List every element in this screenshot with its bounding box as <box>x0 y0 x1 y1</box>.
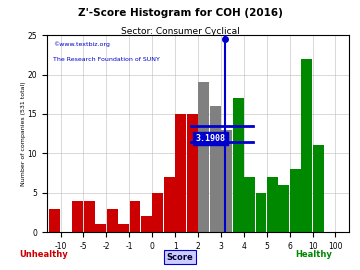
Bar <box>290 169 301 232</box>
Bar <box>152 193 163 232</box>
Bar <box>244 177 255 232</box>
Bar <box>313 146 324 232</box>
Bar <box>221 130 232 232</box>
Text: ©www.textbiz.org: ©www.textbiz.org <box>53 41 110 47</box>
Bar <box>164 177 175 232</box>
Text: 3.1908: 3.1908 <box>195 134 225 143</box>
Text: Sector: Consumer Cyclical: Sector: Consumer Cyclical <box>121 27 239 36</box>
Bar <box>301 59 312 232</box>
Bar <box>118 224 129 232</box>
Bar <box>198 82 209 232</box>
Bar <box>210 106 221 232</box>
Bar <box>84 201 95 232</box>
Bar <box>278 185 289 232</box>
Bar <box>49 208 60 232</box>
Text: The Research Foundation of SUNY: The Research Foundation of SUNY <box>53 57 160 62</box>
Bar <box>187 114 198 232</box>
Bar <box>72 201 83 232</box>
Text: Healthy: Healthy <box>295 250 332 259</box>
Bar <box>256 193 266 232</box>
Bar <box>267 177 278 232</box>
Text: Z'-Score Histogram for COH (2016): Z'-Score Histogram for COH (2016) <box>77 8 283 18</box>
Bar <box>107 208 118 232</box>
Bar <box>175 114 186 232</box>
Text: Score: Score <box>167 253 193 262</box>
Y-axis label: Number of companies (531 total): Number of companies (531 total) <box>21 81 26 186</box>
Bar <box>233 98 244 232</box>
Bar <box>130 201 140 232</box>
Bar <box>141 217 152 232</box>
Bar <box>95 224 106 232</box>
Text: Unhealthy: Unhealthy <box>19 250 68 259</box>
